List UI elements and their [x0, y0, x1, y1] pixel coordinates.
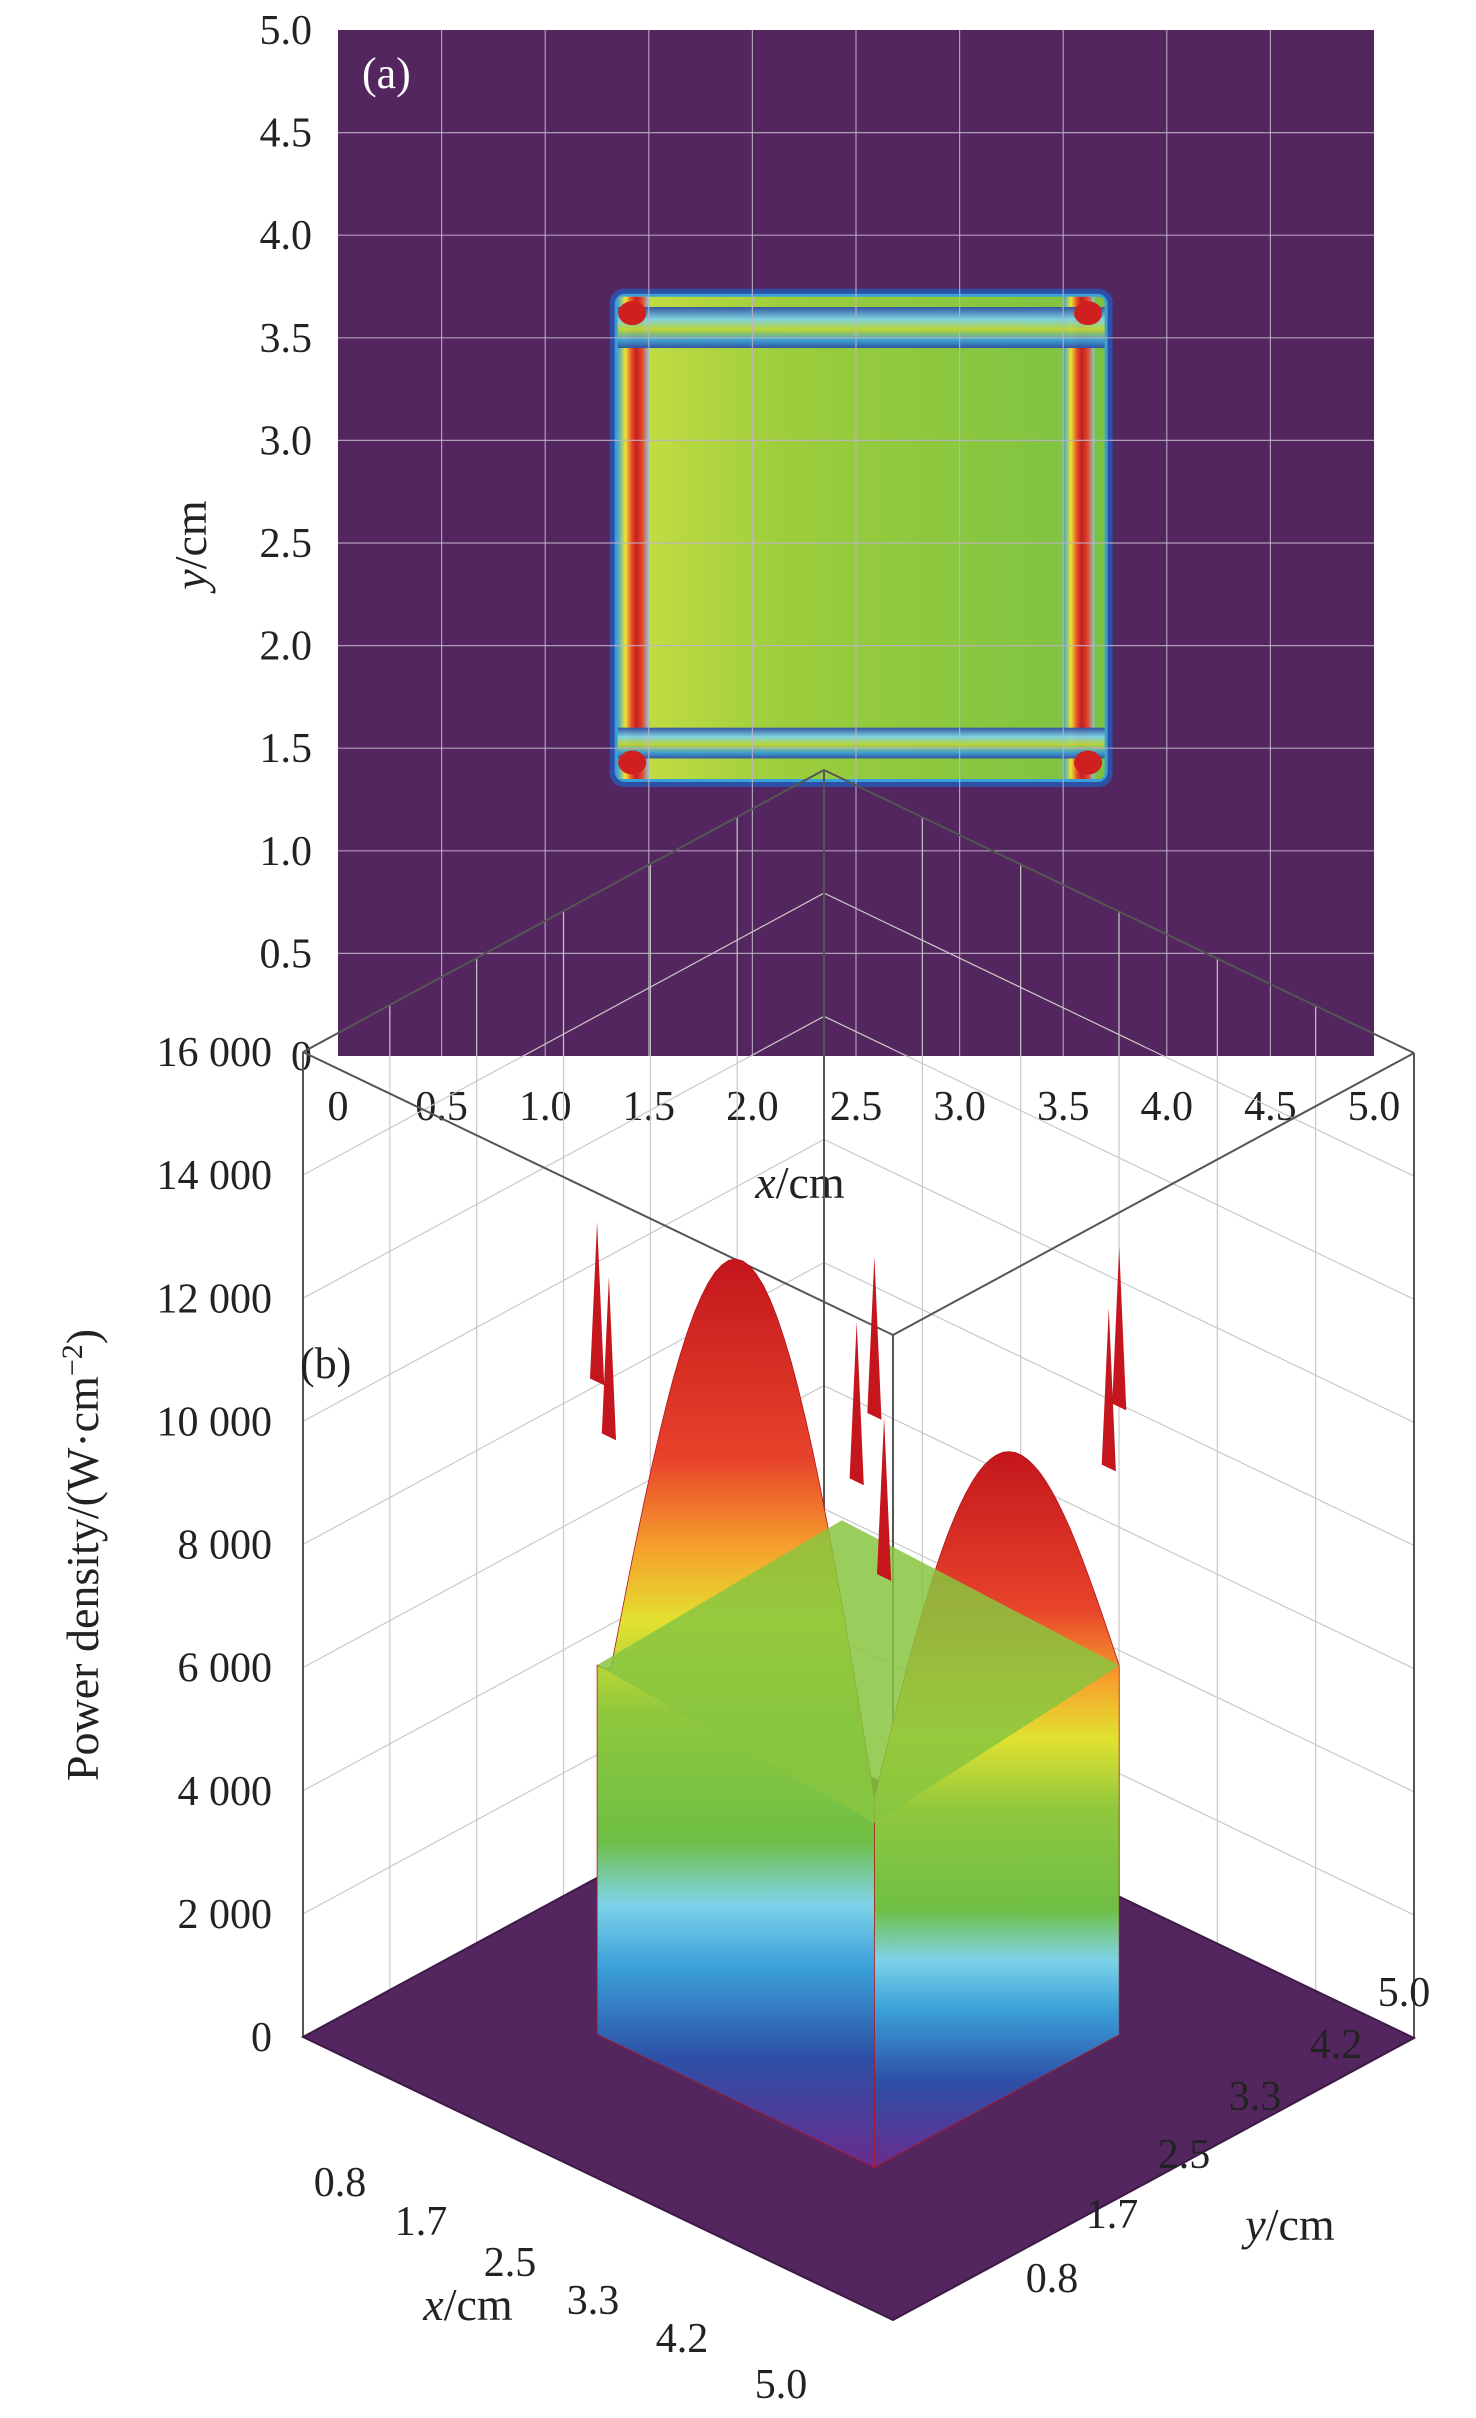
surface-top: [597, 1520, 1120, 1823]
surface-spike: [1112, 1246, 1127, 1411]
y-axis-title-b: y/cm: [1241, 2199, 1335, 2250]
y-tick-label-b: 4.2: [1310, 2022, 1363, 2068]
z-tick-label: 14 000: [157, 1153, 273, 1199]
x-tick-label: 4.0: [1141, 1084, 1194, 1130]
y-axis-title-a: y/cm: [165, 500, 216, 594]
y-tick-label: 4.0: [260, 213, 313, 259]
x-tick-label: 0: [328, 1084, 349, 1130]
x-axis-title-a: x/cm: [754, 1157, 845, 1208]
x-tick-label-b: 1.7: [395, 2199, 448, 2245]
y-tick-label: 0: [291, 1034, 312, 1080]
panel-a-label: (a): [362, 49, 411, 98]
z-tick-label: 8 000: [178, 1523, 273, 1569]
x-tick-label: 0.5: [415, 1084, 468, 1130]
corner-hotspot: [1074, 301, 1103, 326]
x-tick-label: 2.0: [726, 1084, 779, 1130]
y-tick-label-b: 1.7: [1086, 2192, 1139, 2238]
heatmap-grid: [338, 30, 1374, 1056]
surface-spike: [590, 1221, 605, 1386]
y-tick-label: 3.5: [260, 316, 313, 362]
x-tick-label: 3.0: [933, 1084, 986, 1130]
y-tick-label: 2.0: [260, 624, 313, 670]
y-tick-labels-b: 0.81.7 2.5 3.3 4.2 5.0: [1026, 1970, 1431, 2302]
x-tick-label: 5.0: [1348, 1084, 1401, 1130]
x-tick-label: 1.0: [519, 1084, 572, 1130]
x-tick-label-b: 5.0: [755, 2362, 808, 2408]
x-tick-labels: 0 0.5 1.0 1.5 2.0 2.5 3.0 3.5 4.0 4.5 5.0: [328, 1084, 1401, 1130]
x-tick-label: 2.5: [830, 1084, 883, 1130]
x-tick-label-b: 4.2: [656, 2316, 709, 2362]
panel-b-surface: 0 2 000 4 000 6 000 8 000 10 000 12 000 14 000 1…: [56, 769, 1431, 2408]
z-axis-title: Power density/(W·cm−2): [56, 1329, 109, 1781]
y-tick-label-b: 0.8: [1026, 2256, 1079, 2302]
surface-spike: [849, 1321, 864, 1486]
edge-strip: [1063, 296, 1095, 779]
y-tick-label: 2.5: [260, 521, 313, 567]
y-tick-label-b: 5.0: [1378, 1970, 1431, 2016]
edge-strip: [617, 727, 1105, 759]
corner-hotspot: [618, 750, 647, 775]
z-tick-labels: 0 2 000 4 000 6 000 8 000 10 000 12 000 14 000 1…: [157, 1030, 273, 2061]
box-edge: [302, 1051, 894, 1336]
box-edge: [892, 1052, 1415, 1336]
z-tick-label: 6 000: [178, 1646, 273, 1692]
surface-spike: [877, 1417, 892, 1581]
wall-grid-z: [302, 1015, 1415, 1300]
surface-spike: [1101, 1308, 1116, 1472]
z-tick-label: 4 000: [178, 1769, 273, 1815]
x-tick-label-b: 0.8: [314, 2160, 367, 2206]
z-tick-label: 12 000: [157, 1276, 273, 1322]
panel-b-label: (b): [300, 1339, 351, 1388]
y-tick-labels: 0 0.5 1.0 1.5 2.0 2.5 3.0 3.5 4.0 4.5 5.0: [260, 8, 313, 1080]
x-tick-label-b: 2.5: [484, 2240, 537, 2286]
region-interior: [617, 296, 1105, 779]
corner-hotspot: [618, 301, 647, 326]
edge-strip: [617, 296, 649, 779]
x-tick-label: 3.5: [1037, 1084, 1090, 1130]
z-tick-label: 0: [251, 2015, 272, 2061]
y-tick-label: 0.5: [260, 931, 313, 977]
x-axis-title-b: x/cm: [422, 2279, 513, 2330]
x-tick-label-b: 3.3: [567, 2278, 620, 2324]
x-tick-labels-b: 0.8 1.7 2.5 3.3 4.2 5.0: [314, 2160, 808, 2408]
surface-spike: [867, 1256, 882, 1420]
power-density-surface: [590, 1221, 1127, 2169]
z-tick-label: 2 000: [178, 1892, 273, 1938]
corner-hotspot: [1074, 750, 1103, 775]
surface-spike: [601, 1276, 616, 1441]
y-tick-label-b: 2.5: [1158, 2132, 1211, 2178]
y-tick-label: 4.5: [260, 111, 313, 157]
heated-region: [609, 288, 1113, 787]
y-tick-label: 3.0: [260, 418, 313, 464]
y-tick-label-b: 3.3: [1229, 2074, 1282, 2120]
x-tick-label: 1.5: [623, 1084, 676, 1130]
y-tick-label: 5.0: [260, 8, 313, 54]
box-edge: [823, 769, 1415, 1054]
edge-strip: [617, 307, 1105, 349]
box-edge: [302, 769, 825, 1053]
y-tick-label: 1.5: [260, 726, 313, 772]
y-tick-label: 1.0: [260, 829, 313, 875]
z-tick-label: 16 000: [157, 1030, 273, 1076]
panel-a-heatmap: 0 0.5 1.0 1.5 2.0 2.5 3.0 3.5 4.0 4.5 5.0 0 0.5 1.0 1…: [165, 8, 1400, 1208]
z-tick-label: 10 000: [157, 1399, 273, 1445]
